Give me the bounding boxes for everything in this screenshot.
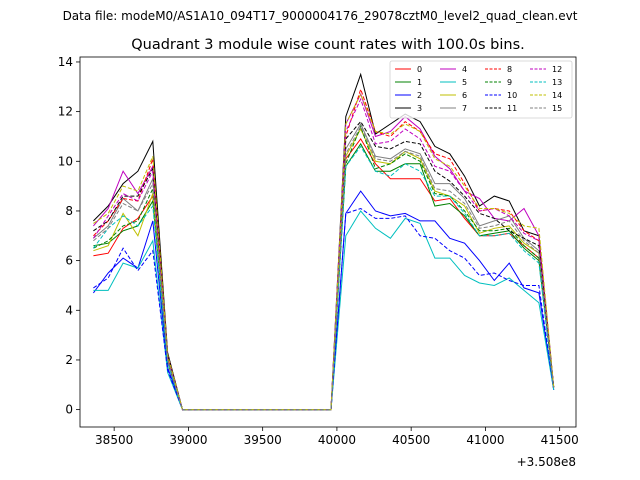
- y-tick-label: 12: [58, 105, 73, 119]
- x-tick-label: 41000: [466, 433, 504, 447]
- legend-label-11: 11: [507, 104, 517, 113]
- legend-label-6: 6: [462, 91, 467, 100]
- y-tick-label: 4: [65, 303, 73, 317]
- x-axis: 38500 39000 39500 40000 40500 41000 41500: [95, 427, 579, 447]
- x-tick-label: 39500: [244, 433, 282, 447]
- plot-frame: [79, 56, 577, 428]
- series-line-8: [93, 87, 555, 411]
- series-line-12: [92, 97, 555, 411]
- y-tick-label: 14: [58, 55, 73, 69]
- legend-label-15: 15: [552, 104, 562, 113]
- plot-area: [92, 72, 555, 411]
- legend-label-14: 14: [552, 91, 562, 100]
- series-line-3: [93, 72, 555, 411]
- chart-suptitle: Data file: modeM0/AS1A10_094T17_90000041…: [63, 9, 578, 23]
- legend-label-7: 7: [462, 104, 467, 113]
- x-tick-label: 41500: [541, 433, 579, 447]
- series-line-15: [93, 125, 555, 411]
- y-tick-label: 10: [58, 154, 73, 168]
- legend-label-8: 8: [507, 65, 512, 74]
- x-tick-label: 39000: [169, 433, 207, 447]
- series-line-10: [93, 207, 555, 411]
- y-tick-label: 8: [65, 204, 73, 218]
- legend-label-1: 1: [417, 78, 422, 87]
- legend-label-2: 2: [417, 91, 422, 100]
- legend-label-9: 9: [507, 78, 512, 87]
- series-line-11: [93, 120, 555, 411]
- x-tick-label: 40000: [318, 433, 356, 447]
- series-line-14: [93, 92, 555, 411]
- y-axis: 0 2 4 6 8 10 12 14: [58, 55, 80, 417]
- series-line-4: [93, 92, 555, 411]
- y-tick-label: 2: [65, 353, 73, 367]
- legend-label-5: 5: [462, 78, 467, 87]
- x-tick-label: 38500: [95, 433, 133, 447]
- legend-box: [389, 60, 573, 119]
- legend-label-3: 3: [417, 104, 422, 113]
- chart-title: Quadrant 3 module wise count rates with …: [131, 37, 525, 53]
- legend-label-4: 4: [462, 65, 467, 74]
- series-line-6: [93, 127, 555, 411]
- legend-label-12: 12: [552, 65, 562, 74]
- legend-label-10: 10: [507, 91, 517, 100]
- legend-label-0: 0: [417, 65, 422, 74]
- y-tick-label: 6: [65, 254, 73, 268]
- legend-label-13: 13: [552, 78, 562, 87]
- x-tick-label: 40500: [392, 433, 430, 447]
- y-tick-label: 0: [65, 403, 73, 417]
- x-offset-label: +3.508e8: [517, 455, 576, 469]
